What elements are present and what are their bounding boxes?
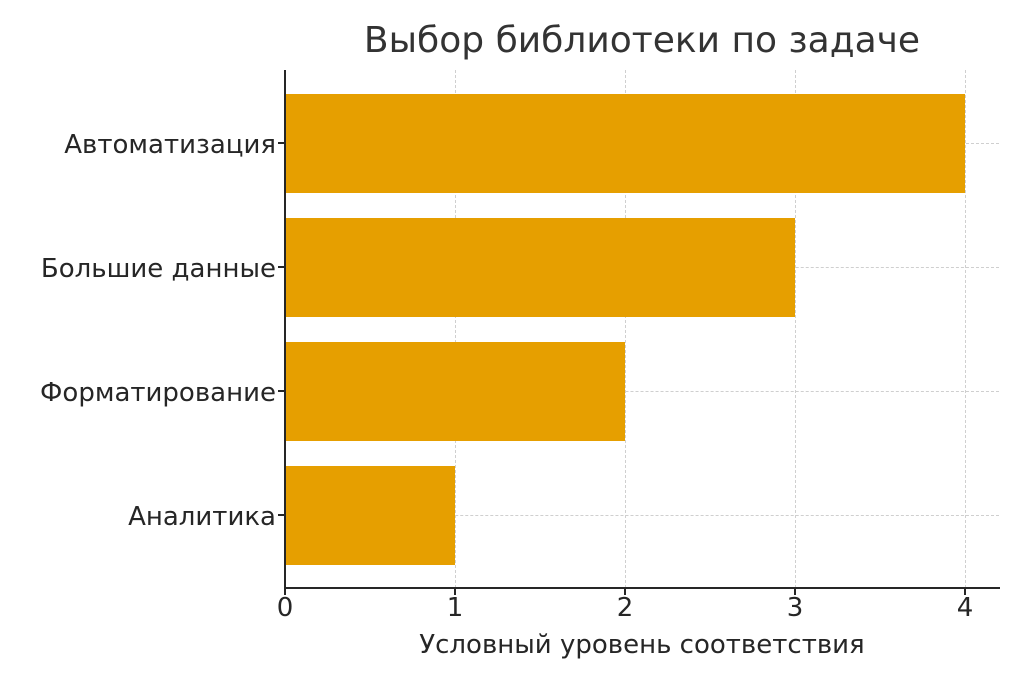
x-tick-label: 4 (956, 593, 974, 623)
grid-line (455, 70, 456, 588)
x-tick-label: 1 (446, 593, 464, 623)
y-tick-label: Форматирование (40, 378, 276, 408)
y-tick (278, 390, 285, 392)
y-tick-label: Большие данные (40, 254, 276, 284)
bar-analitika (286, 466, 455, 565)
y-tick-label: Автоматизация (64, 130, 276, 160)
x-tick (284, 588, 286, 595)
grid-line (965, 70, 966, 588)
x-tick (624, 588, 626, 595)
bar-formatirovanie (286, 342, 625, 441)
y-tick (278, 514, 285, 516)
bar-bolshie-dannye (286, 218, 795, 317)
x-tick (454, 588, 456, 595)
x-tick-label: 2 (616, 593, 634, 623)
x-tick-label: 0 (276, 593, 294, 623)
y-tick (278, 266, 285, 268)
y-tick (278, 142, 285, 144)
grid-line (625, 70, 626, 588)
grid-line (285, 391, 999, 392)
x-tick-label: 3 (786, 593, 804, 623)
x-axis-title: Условный уровень соответствия (419, 630, 865, 660)
grid-line (285, 515, 999, 516)
x-axis-line (284, 587, 1000, 589)
y-axis-line (284, 70, 286, 589)
bar-avtomatizatsiya (286, 94, 965, 193)
chart-title: Выбор библиотеки по задаче (363, 20, 921, 61)
x-tick (794, 588, 796, 595)
x-tick (964, 588, 966, 595)
grid-line (795, 70, 796, 588)
y-tick-label: Аналитика (128, 502, 276, 532)
